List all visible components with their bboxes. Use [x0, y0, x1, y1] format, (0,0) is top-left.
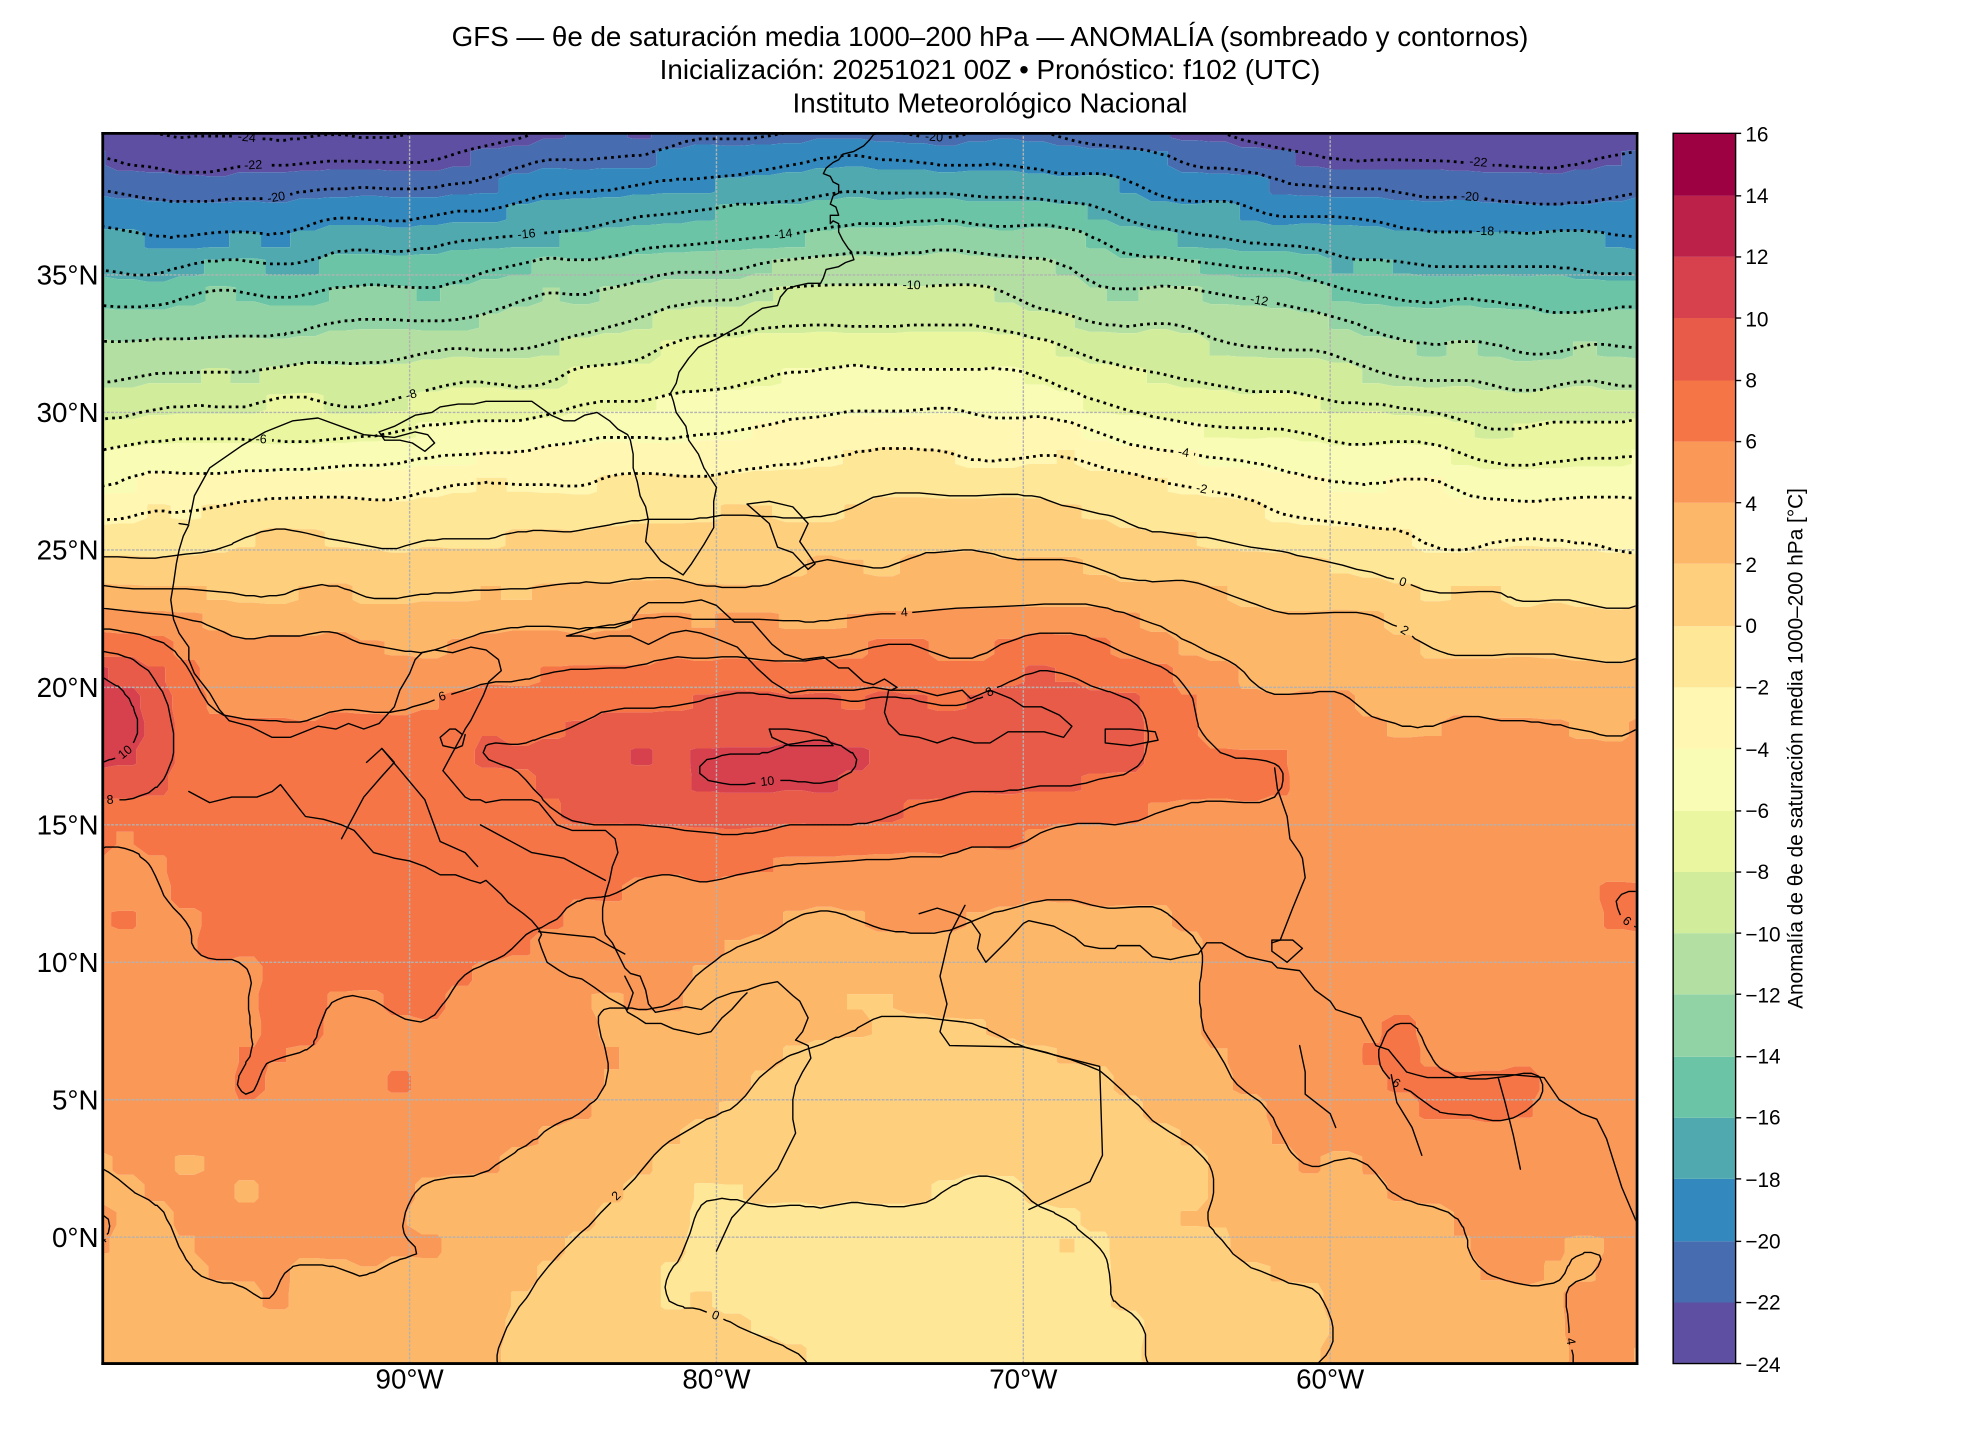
svg-text:−24: −24 [1745, 1354, 1780, 1377]
svg-text:Instituto Meteorológico Nacion: Instituto Meteorológico Nacional [793, 88, 1188, 119]
svg-text:-12: -12 [1249, 292, 1269, 309]
svg-text:-16: -16 [517, 226, 536, 242]
svg-text:-22: -22 [244, 158, 263, 173]
svg-text:GFS — θe de saturación media 1: GFS — θe de saturación media 1000–200 hP… [452, 21, 1529, 52]
svg-text:−4: −4 [1745, 739, 1769, 762]
svg-text:60°W: 60°W [1296, 1364, 1365, 1395]
svg-text:25°N: 25°N [37, 535, 99, 566]
svg-text:16: 16 [1745, 124, 1768, 147]
svg-text:10: 10 [1745, 308, 1768, 331]
svg-text:2: 2 [1745, 554, 1757, 577]
svg-text:-14: -14 [774, 226, 793, 242]
svg-text:-18: -18 [1476, 224, 1495, 239]
svg-text:80°W: 80°W [682, 1364, 751, 1395]
svg-text:−14: −14 [1745, 1046, 1780, 1069]
svg-text:-6: -6 [255, 432, 267, 446]
svg-text:Anomalía de θe de saturación m: Anomalía de θe de saturación media 1000–… [1784, 488, 1807, 1009]
svg-text:−16: −16 [1745, 1107, 1780, 1130]
svg-text:70°W: 70°W [989, 1364, 1058, 1395]
svg-text:14: 14 [1745, 185, 1768, 208]
svg-text:5°N: 5°N [52, 1084, 99, 1115]
svg-text:−6: −6 [1745, 800, 1769, 823]
svg-text:6: 6 [1745, 431, 1757, 454]
svg-text:15°N: 15°N [37, 810, 99, 841]
svg-text:−18: −18 [1745, 1169, 1780, 1192]
svg-text:90°W: 90°W [376, 1364, 445, 1395]
svg-text:-20: -20 [1460, 189, 1479, 204]
svg-text:8: 8 [1745, 369, 1757, 392]
svg-text:30°N: 30°N [37, 397, 99, 428]
svg-text:-22: -22 [1469, 154, 1488, 170]
svg-text:20°N: 20°N [37, 672, 99, 703]
svg-text:−2: −2 [1745, 676, 1769, 699]
svg-text:0°N: 0°N [52, 1222, 99, 1253]
svg-text:35°N: 35°N [37, 260, 99, 291]
svg-text:−20: −20 [1745, 1230, 1780, 1253]
svg-text:4: 4 [1745, 493, 1757, 516]
svg-text:0: 0 [1745, 615, 1757, 638]
svg-text:10°N: 10°N [37, 947, 99, 978]
svg-text:-10: -10 [902, 278, 920, 292]
svg-text:4: 4 [900, 605, 908, 619]
svg-text:−12: −12 [1745, 985, 1780, 1008]
svg-text:-4: -4 [1177, 445, 1190, 460]
svg-text:8: 8 [106, 793, 114, 807]
svg-text:12: 12 [1745, 246, 1768, 269]
svg-text:−10: −10 [1745, 923, 1780, 946]
svg-text:−8: −8 [1745, 861, 1769, 884]
svg-text:10: 10 [760, 774, 775, 789]
svg-text:Inicialización: 20251021 00Z: Inicialización: 20251021 00Z • Pronóstic… [660, 54, 1321, 85]
svg-text:−22: −22 [1745, 1291, 1780, 1314]
